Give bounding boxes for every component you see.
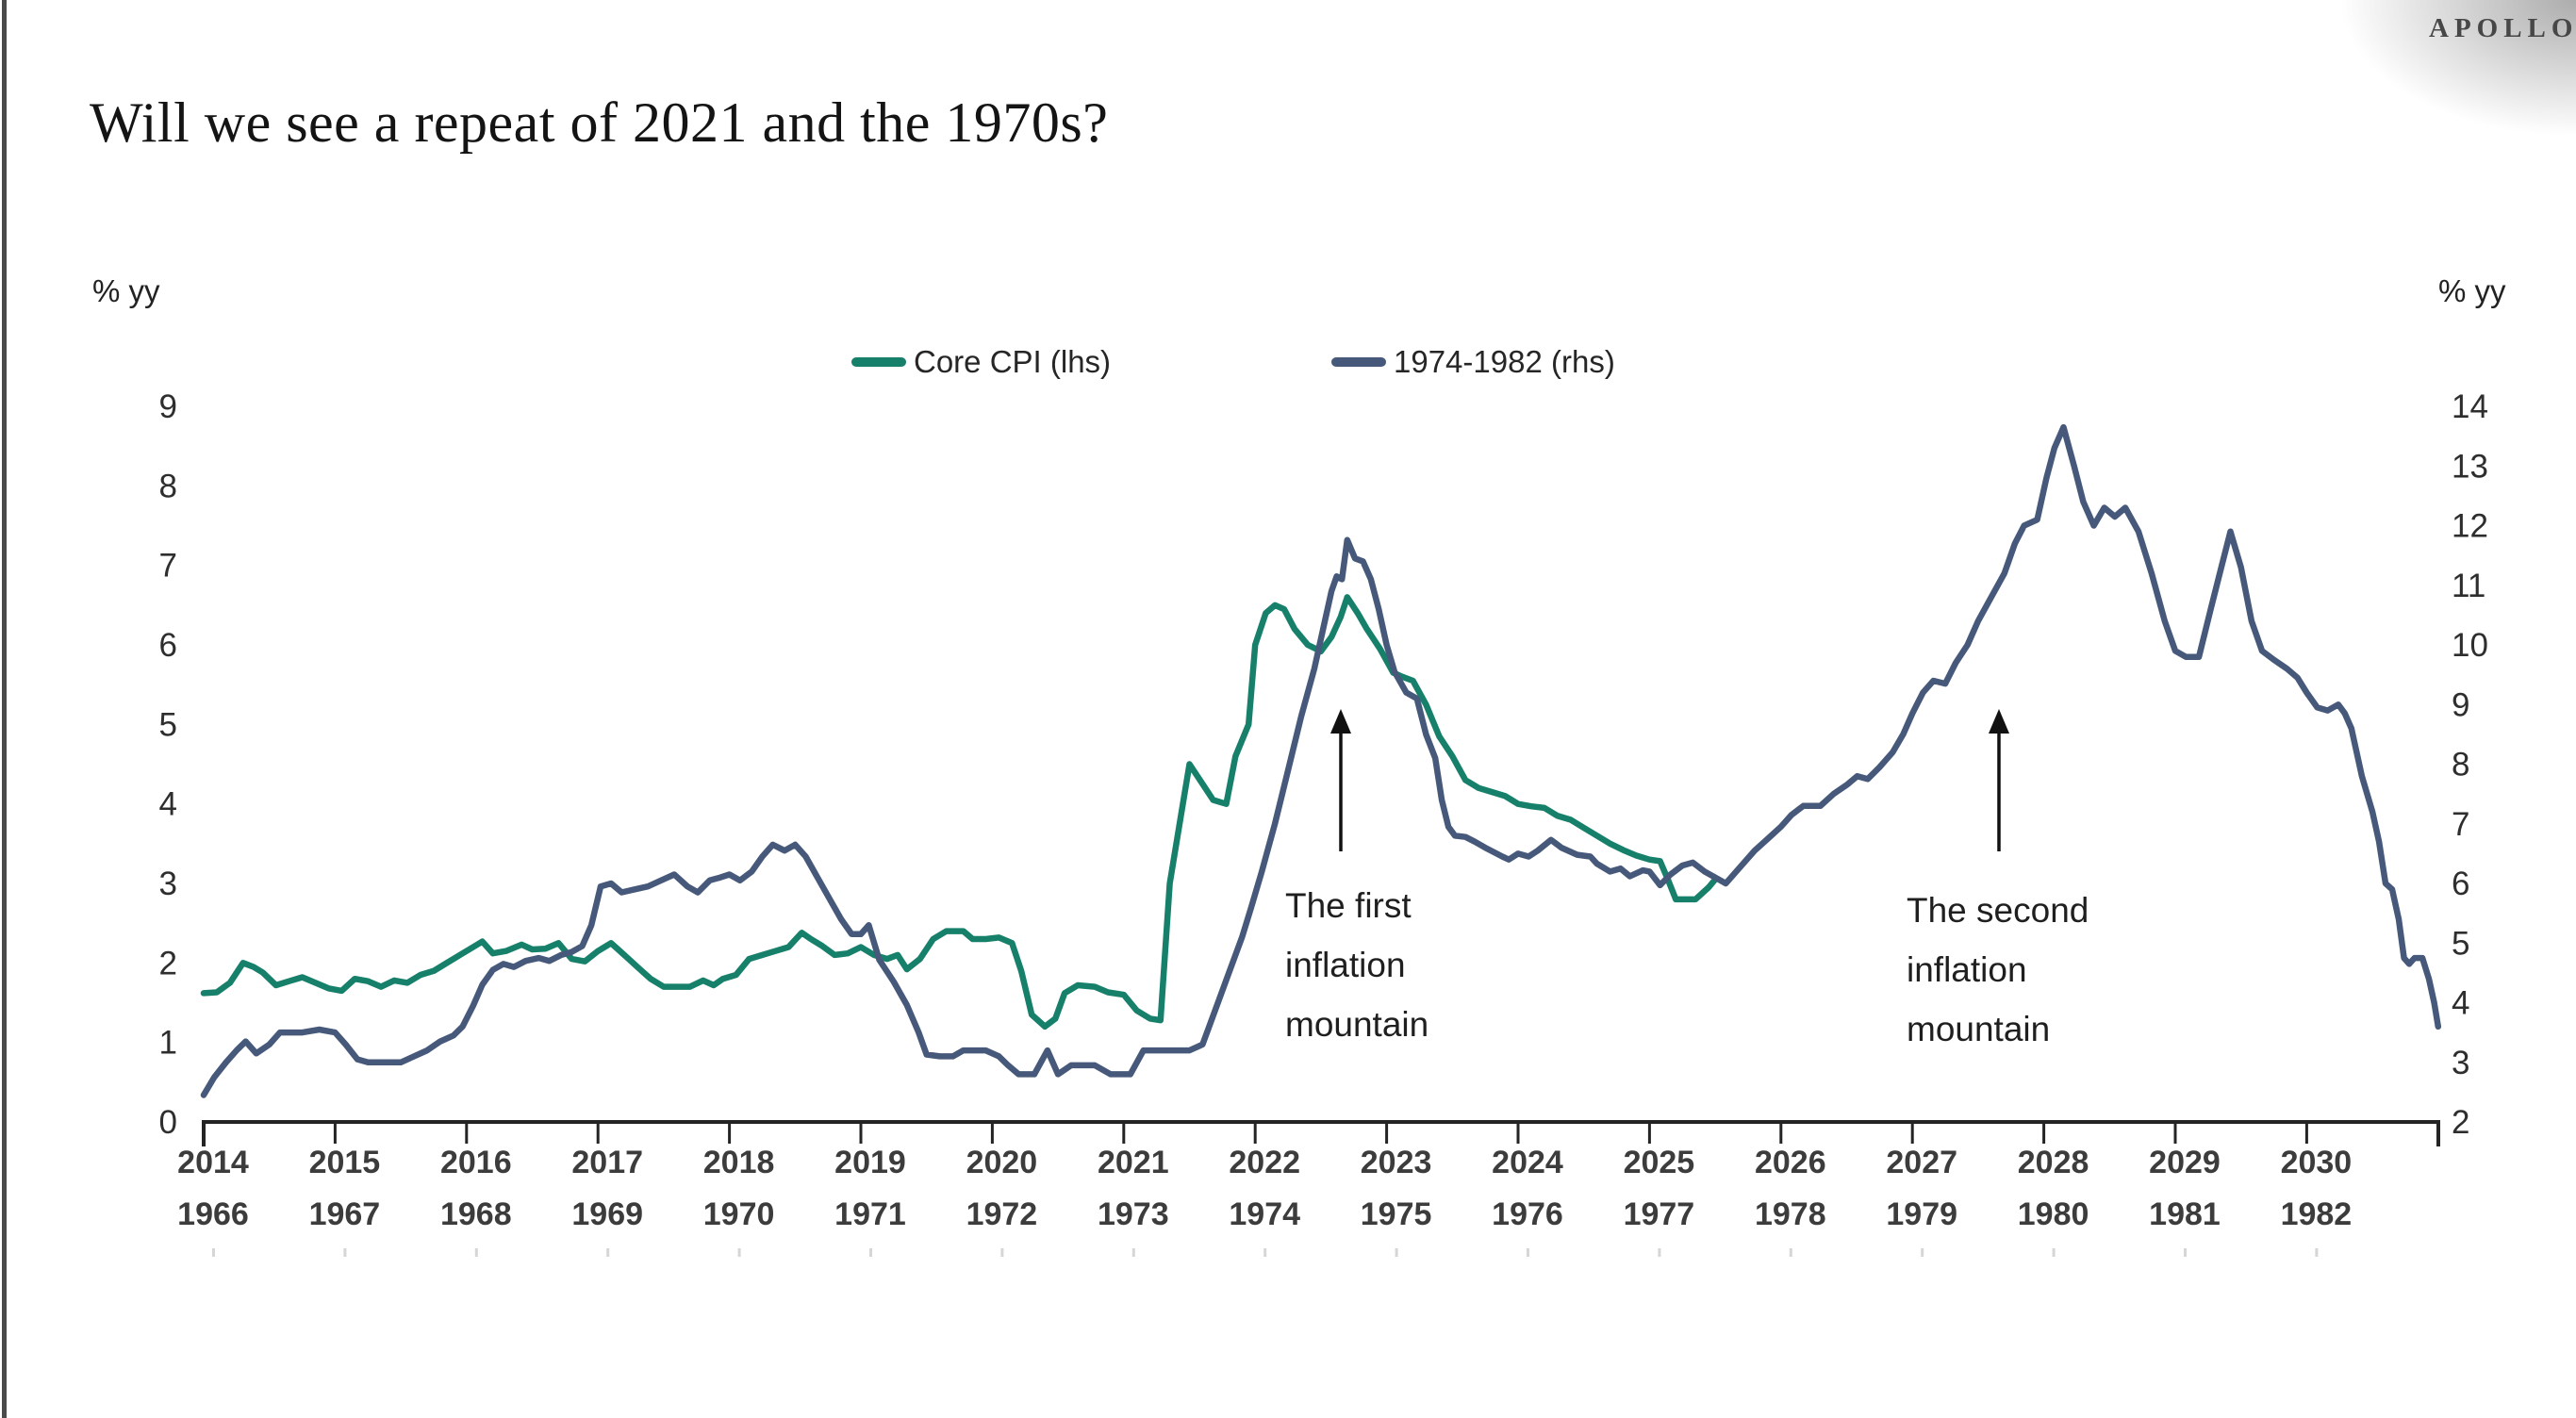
x-tick-label-secondary: 1982 (2281, 1196, 2353, 1232)
x-tick-label-secondary: 1981 (2149, 1196, 2221, 1232)
annotation-first-inflation-mountain: The first inflation mountain (1285, 886, 1429, 1044)
right-axis-tick-label: 13 (2452, 448, 2488, 485)
apollo-logo: APOLLO (2429, 13, 2576, 43)
left-axis-tick-label: 5 (159, 706, 177, 743)
right-axis-tick-label: 9 (2452, 686, 2469, 723)
x-tick-label-primary: 2018 (703, 1145, 775, 1180)
x-minor-mark (1000, 1248, 1004, 1257)
x-tick-label-primary: 2022 (1229, 1145, 1300, 1180)
left-axis-tick-label: 1 (159, 1025, 177, 1062)
right-axis-tick-label: 4 (2452, 985, 2469, 1022)
right-axis-tick-label: 8 (2452, 747, 2469, 783)
x-tick-label-secondary: 1975 (1361, 1196, 1432, 1232)
x-tick-label-secondary: 1974 (1229, 1196, 1300, 1232)
x-tick-label-secondary: 1978 (1755, 1196, 1826, 1232)
x-tick-label-secondary: 1967 (309, 1196, 381, 1232)
right-axis-tick-label: 12 (2452, 508, 2488, 545)
x-tick-label-secondary: 1970 (703, 1196, 775, 1232)
right-axis-tick-label: 7 (2452, 806, 2469, 843)
left-axis-tick-label: 4 (159, 786, 177, 823)
x-tick-label-primary: 2015 (309, 1145, 381, 1180)
x-minor-mark (1263, 1248, 1267, 1257)
x-tick-label-primary: 2021 (1098, 1145, 1169, 1180)
x-tick-label-primary: 2028 (2018, 1145, 2089, 1180)
right-axis-unit-label: % yy (2438, 273, 2506, 308)
right-axis-tick-label: 3 (2452, 1045, 2469, 1081)
x-minor-mark (737, 1248, 741, 1257)
x-minor-mark (343, 1248, 347, 1257)
left-axis-unit-label: % yy (92, 273, 160, 308)
right-axis-tick-label: 6 (2452, 866, 2469, 902)
x-tick-label-primary: 2020 (966, 1145, 1038, 1180)
x-minor-mark (2315, 1248, 2319, 1257)
left-axis-tick-label: 8 (159, 468, 177, 504)
x-minor-mark (1658, 1248, 1661, 1257)
window-edge-bar (2, 0, 7, 1418)
x-tick-label-primary: 2029 (2149, 1145, 2221, 1180)
series-line-1974-1982 (200, 423, 2442, 1098)
x-tick-label-secondary: 1971 (834, 1196, 906, 1232)
x-tick-label-secondary: 1979 (1886, 1196, 1957, 1232)
x-tick-label-secondary: 1968 (440, 1196, 512, 1232)
right-axis-tick-label: 10 (2452, 627, 2488, 664)
x-tick-label-primary: 2026 (1755, 1145, 1826, 1180)
corner-shadow (2331, 0, 2576, 141)
x-minor-mark (1527, 1248, 1529, 1257)
legend-label-core-cpi: Core CPI (lhs) (914, 344, 1112, 379)
left-axis-tick-label: 0 (159, 1104, 177, 1141)
x-tick-label-secondary: 1966 (177, 1196, 249, 1232)
x-minor-mark (606, 1248, 610, 1257)
legend-label-1974-1982: 1974-1982 (rhs) (1394, 344, 1615, 379)
x-tick-label-primary: 2030 (2281, 1145, 2353, 1180)
x-minor-mark (2184, 1248, 2187, 1257)
x-tick-label-primary: 2017 (571, 1145, 643, 1180)
right-axis-tick-label: 5 (2452, 925, 2469, 962)
x-tick-label-secondary: 1969 (571, 1196, 643, 1232)
page-title: Will we see a repeat of 2021 and the 197… (90, 91, 1109, 155)
x-minor-mark (1395, 1248, 1398, 1257)
legend-swatch-1974-1982 (1331, 357, 1386, 367)
x-minor-mark (474, 1248, 478, 1257)
legend-swatch-core-cpi (851, 357, 906, 367)
legend-item-core-cpi: Core CPI (lhs) (851, 341, 1111, 383)
x-minor-mark (1921, 1248, 1924, 1257)
x-minor-mark (1131, 1248, 1135, 1257)
x-tick-label-secondary: 1973 (1098, 1196, 1169, 1232)
x-minor-mark (1789, 1248, 1792, 1257)
x-minor-mark (2052, 1248, 2056, 1257)
x-axis-line (202, 1120, 2440, 1146)
x-tick-label-primary: 2016 (440, 1145, 512, 1180)
left-axis-tick-label: 7 (159, 548, 177, 585)
x-tick-label-primary: 2019 (834, 1145, 906, 1180)
legend: Core CPI (lhs) 1974-1982 (rhs) (0, 341, 2576, 383)
x-tick-label-primary: 2025 (1624, 1145, 1695, 1180)
annotation-second-inflation-mountain: The second inflation mountain (1907, 891, 2089, 1048)
x-tick-label-secondary: 1976 (1492, 1196, 1563, 1232)
legend-item-1974-1982: 1974-1982 (rhs) (1331, 341, 1615, 383)
left-axis-tick-label: 6 (159, 627, 177, 664)
right-axis-tick-label: 14 (2452, 388, 2488, 425)
annotation-arrowhead-first (1330, 709, 1351, 734)
x-tick-label-secondary: 1980 (2018, 1196, 2089, 1232)
x-tick-label-secondary: 1977 (1624, 1196, 1695, 1232)
x-tick-label-primary: 2027 (1886, 1145, 1957, 1180)
right-axis-tick-label: 11 (2452, 568, 2485, 604)
x-tick-label-primary: 2023 (1361, 1145, 1432, 1180)
annotation-arrowhead-second (1989, 709, 2009, 734)
x-tick-label-secondary: 1972 (966, 1196, 1038, 1232)
x-tick-label-primary: 2024 (1492, 1145, 1563, 1180)
x-tick-label-primary: 2014 (177, 1145, 249, 1180)
x-minor-mark (869, 1248, 872, 1257)
left-axis-tick-label: 2 (159, 945, 177, 981)
left-axis-tick-label: 9 (159, 388, 177, 425)
left-axis-tick-label: 3 (159, 866, 177, 902)
x-minor-mark (212, 1248, 215, 1257)
right-axis-tick-label: 2 (2452, 1104, 2469, 1141)
series-line-core-cpi (200, 594, 1719, 1031)
